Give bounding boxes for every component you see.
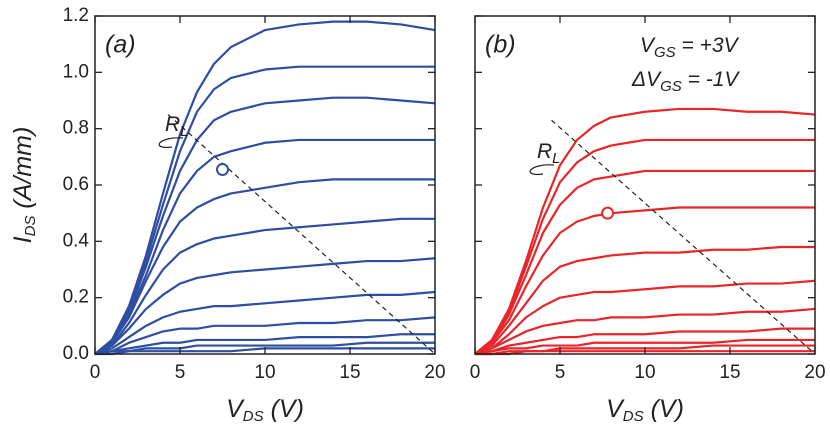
x-axis-label-rest: (V) xyxy=(644,395,684,423)
annotation-rest: = +3V xyxy=(676,34,740,57)
y-tick-label: 0.8 xyxy=(63,118,89,139)
rl-label-main: R xyxy=(537,140,552,163)
curve xyxy=(475,344,815,356)
load-line xyxy=(167,114,436,355)
x-tick-label: 10 xyxy=(254,362,275,383)
rl-label-sub: L xyxy=(552,150,560,167)
x-axis-label-sub: DS xyxy=(623,408,644,425)
x-tick-label: 15 xyxy=(339,362,360,383)
y-tick-label: 0.0 xyxy=(63,343,89,364)
rl-arrow xyxy=(158,137,184,148)
x-tick-label: 15 xyxy=(719,362,740,383)
y-tick-label: 1.2 xyxy=(63,5,89,26)
curve xyxy=(474,169,815,355)
rl-label: RL xyxy=(165,113,189,140)
x-axis-label-main: V xyxy=(606,395,625,423)
curve xyxy=(474,107,816,355)
x-tick-label: 20 xyxy=(424,362,445,383)
x-axis-label: VDS (V) xyxy=(606,395,684,425)
rl-arrow xyxy=(529,164,555,175)
x-tick-label: 20 xyxy=(804,362,825,383)
x-tick-label: 0 xyxy=(90,362,101,383)
curve xyxy=(94,20,436,355)
y-tick-label: 0.2 xyxy=(63,287,89,308)
curve xyxy=(95,347,435,356)
load-line xyxy=(551,119,816,355)
curve xyxy=(474,245,815,355)
x-axis-label: VDS (V) xyxy=(226,395,304,425)
rl-label-sub: L xyxy=(180,123,188,140)
curve xyxy=(94,138,435,355)
curve xyxy=(474,206,815,355)
x-tick-label: 5 xyxy=(175,362,186,383)
y-axis-label-rest: (A/mm) xyxy=(9,127,37,216)
x-tick-label: 10 xyxy=(634,362,655,383)
curve xyxy=(94,257,436,355)
curve xyxy=(474,279,816,356)
curve xyxy=(94,65,435,355)
x-axis-label-sub: DS xyxy=(243,408,264,425)
x-axis-label-main: V xyxy=(226,395,245,423)
curve xyxy=(474,138,815,355)
y-tick-label: 0.4 xyxy=(63,230,90,251)
y-tick-label: 1.0 xyxy=(63,61,89,82)
x-axis-label-rest: (V) xyxy=(264,395,304,423)
y-axis-label: IDS (A/mm) xyxy=(9,127,39,244)
y-axis-label-sub: DS xyxy=(22,216,39,237)
operating-point xyxy=(216,163,229,177)
curve xyxy=(94,217,435,355)
curve xyxy=(474,327,815,356)
operating-point xyxy=(601,206,615,220)
panel-label: (b) xyxy=(485,31,516,59)
curve xyxy=(94,178,435,355)
y-tick-label: 0.6 xyxy=(63,174,89,195)
rl-label-main: R xyxy=(165,113,180,136)
curve xyxy=(474,307,816,356)
annotation-main: ΔV xyxy=(631,68,662,91)
rl-label: RL xyxy=(537,140,561,167)
annotation: VGS = +3V xyxy=(640,34,740,61)
annotation-sub: GS xyxy=(654,44,676,61)
curve xyxy=(474,338,815,356)
curve xyxy=(94,316,436,356)
annotation-sub: GS xyxy=(660,78,682,95)
curve xyxy=(475,350,815,356)
annotation-main: V xyxy=(640,34,656,57)
x-tick-label: 0 xyxy=(470,362,481,383)
curve xyxy=(94,96,436,355)
x-tick-label: 5 xyxy=(555,362,566,383)
annotation: ΔVGS = -1V xyxy=(631,68,740,95)
panel-label: (a) xyxy=(105,31,136,59)
curve xyxy=(94,290,436,356)
annotation-rest: = -1V xyxy=(682,68,741,91)
y-axis-label-main: I xyxy=(9,236,37,243)
curve xyxy=(94,333,435,356)
